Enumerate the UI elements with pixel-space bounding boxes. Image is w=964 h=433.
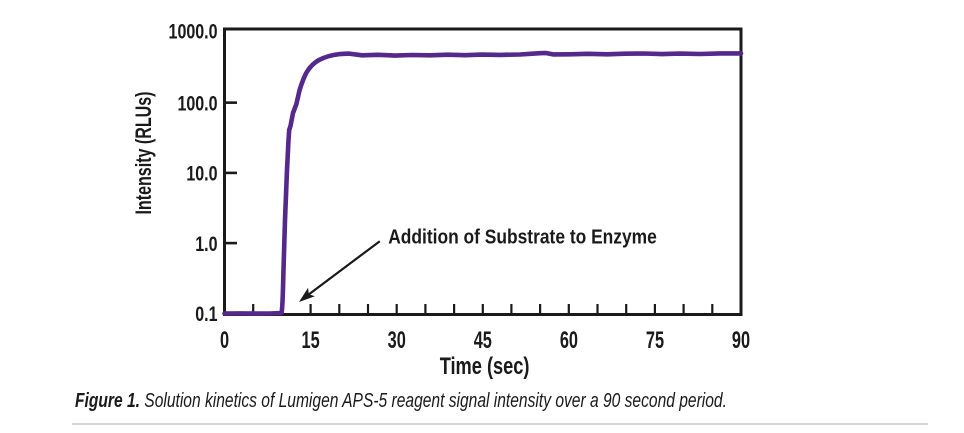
svg-text:1.0: 1.0 [195,232,217,256]
svg-text:Time (sec): Time (sec) [440,353,530,380]
svg-text:60: 60 [560,327,578,354]
svg-text:Figure 1. Solution kinetics of: Figure 1. Solution kinetics of Lumigen A… [75,389,727,411]
svg-text:100.0: 100.0 [177,91,217,115]
svg-text:1000.0: 1000.0 [169,19,218,43]
svg-text:Addition of Substrate to Enzym: Addition of Substrate to Enzyme [388,226,657,248]
svg-text:90: 90 [732,327,750,354]
svg-text:15: 15 [302,327,320,354]
svg-text:30: 30 [388,327,406,354]
svg-text:75: 75 [646,327,664,354]
svg-text:10.0: 10.0 [186,161,217,185]
svg-text:0.1: 0.1 [195,302,217,326]
svg-text:0: 0 [220,327,229,354]
svg-text:Intensity (RLUs): Intensity (RLUs) [133,91,157,214]
svg-text:45: 45 [474,327,492,354]
